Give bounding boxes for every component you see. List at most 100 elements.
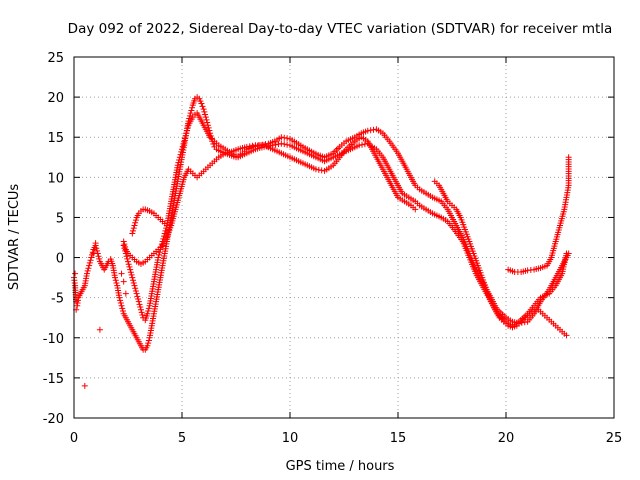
data-point: [186, 112, 193, 119]
data-point: [95, 253, 102, 260]
data-point: [127, 266, 134, 273]
y-tick-label: 5: [56, 211, 64, 226]
data-point: [94, 247, 101, 254]
data-point: [158, 243, 165, 250]
data-point: [87, 257, 94, 264]
data-point: [202, 114, 209, 121]
data-point: [246, 143, 253, 150]
data-point: [284, 135, 291, 142]
data-point: [412, 206, 419, 213]
data-point: [200, 106, 207, 113]
data-point: [85, 265, 92, 272]
data-point-outlier: [122, 290, 129, 297]
data-point: [175, 159, 182, 166]
data-point: [124, 255, 131, 262]
data-point: [210, 141, 217, 148]
y-tick-label: 25: [47, 51, 64, 66]
data-point: [205, 124, 212, 131]
data-point: [96, 255, 103, 262]
data-point: [518, 319, 525, 326]
data-point: [249, 142, 256, 149]
y-axis-label: SDTVAR / TECUs: [7, 184, 22, 291]
data-point: [370, 126, 377, 133]
data-point: [176, 154, 183, 161]
data-point: [131, 282, 138, 289]
data-point: [202, 111, 209, 118]
x-tick-label: 20: [498, 431, 515, 446]
data-point: [129, 230, 136, 237]
data-point: [315, 166, 322, 173]
data-point: [86, 259, 93, 266]
data-point: [119, 308, 126, 315]
data-point: [133, 290, 140, 297]
data-point: [163, 222, 170, 229]
data-point: [281, 134, 288, 141]
y-tick-label: 0: [56, 252, 64, 267]
data-point: [84, 267, 91, 274]
data-point: [88, 254, 95, 261]
data-point: [127, 269, 134, 276]
data-point: [318, 167, 325, 174]
data-point: [361, 141, 368, 148]
data-point: [155, 254, 162, 261]
data-point: [137, 306, 144, 313]
data-point: [208, 135, 215, 142]
data-point-outlier: [96, 326, 103, 333]
data-point: [176, 156, 183, 163]
data-point: [116, 294, 123, 301]
data-point: [203, 116, 210, 123]
data-point: [129, 274, 136, 281]
data-point: [284, 141, 291, 148]
data-point: [281, 141, 288, 148]
data-point: [182, 132, 189, 139]
data-point: [130, 225, 137, 232]
data-point: [184, 124, 191, 131]
data-point: [367, 127, 374, 134]
data-point-outlier: [90, 250, 97, 257]
data-point: [130, 277, 137, 284]
y-tick-label: 10: [47, 171, 64, 186]
data-point: [121, 241, 128, 248]
data-point: [89, 251, 95, 258]
data-point: [135, 296, 142, 303]
data-point: [132, 287, 139, 294]
data-point: [117, 300, 124, 307]
data-point: [130, 279, 137, 286]
data-point: [204, 119, 211, 126]
x-tick-label: 10: [282, 431, 299, 446]
data-point: [189, 104, 196, 111]
data-point: [161, 233, 167, 240]
data-point: [359, 141, 365, 148]
data-point: [155, 251, 162, 258]
data-point: [122, 243, 129, 250]
data-point: [174, 162, 181, 169]
data-point-outlier: [118, 270, 125, 277]
data-point: [134, 293, 141, 300]
x-tick-label: 15: [390, 431, 407, 446]
data-point: [135, 298, 142, 305]
x-tick-label: 0: [70, 431, 78, 446]
data-point: [156, 249, 163, 256]
data-point: [132, 219, 139, 226]
chart-title: Day 092 of 2022, Sidereal Day-to-day VTE…: [68, 21, 613, 37]
data-point: [144, 310, 151, 317]
data-point: [179, 146, 185, 153]
y-tick-label: -15: [43, 372, 64, 387]
data-point: [119, 305, 126, 312]
data-point: [278, 140, 285, 147]
data-marks: [71, 94, 572, 389]
data-point: [312, 166, 319, 173]
data-point: [178, 148, 185, 155]
data-point: [125, 258, 131, 265]
data-point: [138, 309, 145, 316]
data-point: [180, 140, 187, 147]
x-axis-label: GPS time / hours: [286, 459, 395, 474]
y-tick-label: -5: [51, 292, 64, 307]
data-point: [356, 142, 363, 149]
data-point: [198, 100, 205, 107]
data-point: [125, 261, 132, 268]
y-tick-label: -20: [43, 412, 64, 427]
data-point: [132, 285, 139, 292]
data-point: [120, 238, 127, 245]
data-point: [93, 245, 100, 252]
